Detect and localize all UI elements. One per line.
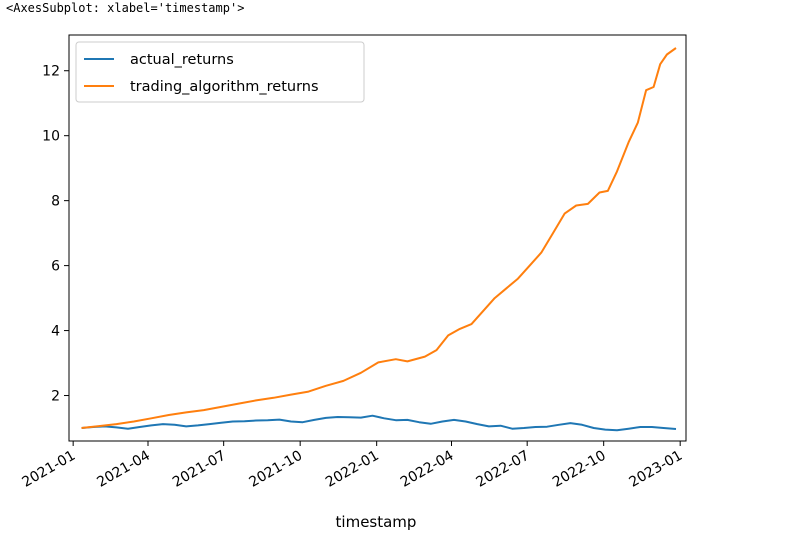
y-tick-label: 4 <box>51 324 60 340</box>
series-layer <box>81 47 677 432</box>
y-tick-label: 2 <box>51 389 60 405</box>
plot-area <box>69 35 686 441</box>
y-tick-label: 8 <box>51 194 60 210</box>
x-tick-label: 2022-01 <box>323 448 382 491</box>
x-tick-label: 2021-07 <box>170 448 229 491</box>
x-tick-label: 2021-04 <box>94 448 153 491</box>
y-tick-label: 6 <box>51 259 60 275</box>
x-axis-label: timestamp <box>336 513 417 531</box>
x-tick-label: 2022-07 <box>474 448 533 491</box>
cell-output-repr: <AxesSubplot: xlabel='timestamp'> <box>6 1 245 15</box>
x-tick-label: 2022-10 <box>550 448 609 491</box>
legend-label-trading-algorithm-returns: trading_algorithm_returns <box>130 79 319 95</box>
axes-frame <box>68 34 687 442</box>
x-ticks: 2021-01 2021-04 2021-07 2021-10 2022-01 2022-… <box>19 441 685 491</box>
series-line-trading-algorithm-returns <box>81 47 677 429</box>
legend-frame <box>75 41 365 103</box>
series-line-actual-returns <box>81 414 677 432</box>
x-tick-label: 2022-04 <box>398 448 457 491</box>
y-tick-label: 12 <box>42 64 60 80</box>
y-ticks: 2 4 6 8 10 12 <box>42 64 69 405</box>
x-tick-label: 2021-01 <box>19 448 78 491</box>
legend-label-actual-returns: actual_returns <box>130 52 234 68</box>
y-tick-label: 10 <box>42 129 60 145</box>
legend: actual_returns trading_algorithm_returns <box>75 41 365 103</box>
x-tick-label: 2023-01 <box>627 448 686 491</box>
x-tick-label: 2021-10 <box>247 448 306 491</box>
